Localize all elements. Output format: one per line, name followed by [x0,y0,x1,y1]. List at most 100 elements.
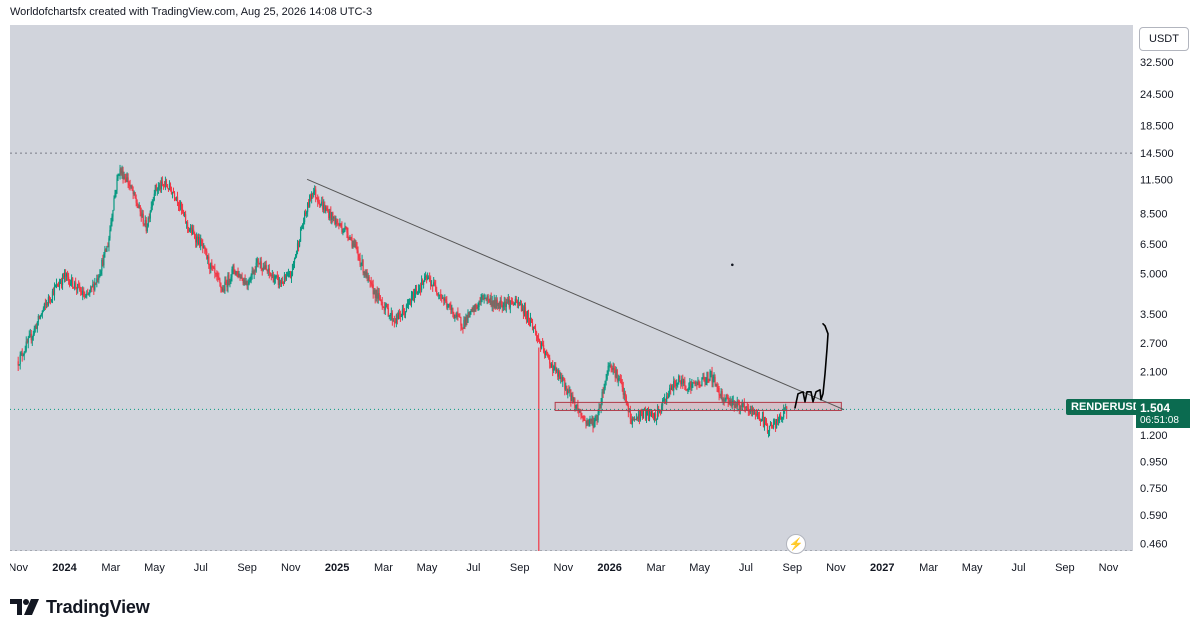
candle-body [531,322,534,328]
candle-body [155,184,157,190]
candle-body [373,290,375,295]
candle-body [569,389,571,392]
candle-body [211,262,213,267]
time-tick-label: 2026 [597,562,621,574]
candle-body [498,302,500,309]
candle-body [733,400,735,408]
candle-body [475,304,477,307]
candle-body [357,250,359,255]
candle-body [264,265,266,270]
candle-body [332,212,334,219]
candle-body [489,297,491,303]
candle-body [55,283,58,287]
candle-body [440,294,442,297]
price-tick-label: 3.500 [1140,309,1168,321]
candle-body [296,243,299,251]
candle-body [597,413,599,420]
candle-body [20,352,22,355]
candle-body [360,264,362,266]
candle-body [554,366,556,370]
candle-body [184,214,187,224]
candle-body [51,291,54,300]
candle-body [679,375,681,381]
candle-body [604,380,606,389]
candle-body [606,374,608,380]
candle-body [75,282,77,288]
candle-body [438,294,440,296]
candle-body [228,275,230,282]
candle-body [323,204,325,210]
candle-body [17,361,19,366]
candle-body [37,316,39,323]
candle-body [88,293,90,295]
lightning-icon[interactable]: ⚡ [786,534,806,554]
candle-body [364,272,366,276]
tradingview-logo[interactable]: TradingView [10,596,150,618]
candle-body [249,280,251,282]
candle-body [523,307,526,314]
candle-body [497,302,499,306]
candle-body [35,326,37,329]
candle-body [193,229,195,234]
candle-body [82,290,84,296]
candle-body [641,412,644,418]
candle-body [351,237,353,247]
candle-body [714,376,716,385]
candle-body [703,377,705,382]
candle-body [140,211,142,217]
candle-body [76,287,78,290]
candle-body [96,278,98,284]
time-axis[interactable]: Nov 2024 Mar May Jul Sep Nov 2025 Mar May Jul Sep No… [8,553,1133,583]
candle-body [39,315,41,319]
candle-body [130,185,132,187]
candle-body [191,227,193,234]
candle-body [689,381,691,387]
candle-body [623,393,625,395]
candle-body [160,181,162,190]
time-tick-label: Nov [10,562,28,574]
candle-body [546,350,548,355]
price-axis[interactable]: 32.500 24.500 18.500 14.500 11.500 8.500 6.500… [1134,25,1200,551]
candle-body [319,202,321,206]
candle-body [185,222,188,224]
candle-body [363,272,365,274]
candle-body [230,277,232,282]
candle-body [593,422,595,427]
candle-body [318,201,320,203]
candle-body [494,299,496,309]
candle-body [779,415,781,419]
candle-body [81,291,83,296]
candle-body [63,272,66,278]
candle-body [456,312,458,317]
candle-body [297,243,300,247]
candle-body [697,381,699,385]
candle-body [316,197,318,199]
candle-body [784,407,786,410]
currency-selector[interactable]: USDT [1139,27,1189,51]
candle-body [616,370,618,381]
candle-body [728,402,730,405]
candle-body [48,297,51,300]
candle-body [205,248,207,252]
candle-body [429,277,431,281]
plot-area[interactable] [10,25,1133,552]
candle-body [56,283,59,287]
candle-body [581,415,583,418]
candle-body [493,299,495,307]
candle-body [673,381,675,391]
candle-body [80,290,82,292]
candle-body [544,351,546,356]
time-tick-label: Jul [739,562,753,574]
candle-body [633,419,635,421]
price-tick-label: 0.460 [1140,538,1168,550]
candle-body [303,212,306,222]
candle-body [781,417,783,420]
candle-body [326,207,328,210]
candle-body [431,284,433,286]
candle-body [124,176,126,179]
candle-body [378,293,380,296]
candle-body [33,328,35,334]
price-chart[interactable] [10,25,1133,552]
price-tick-label: 0.950 [1140,456,1168,468]
candle-body [394,322,396,324]
